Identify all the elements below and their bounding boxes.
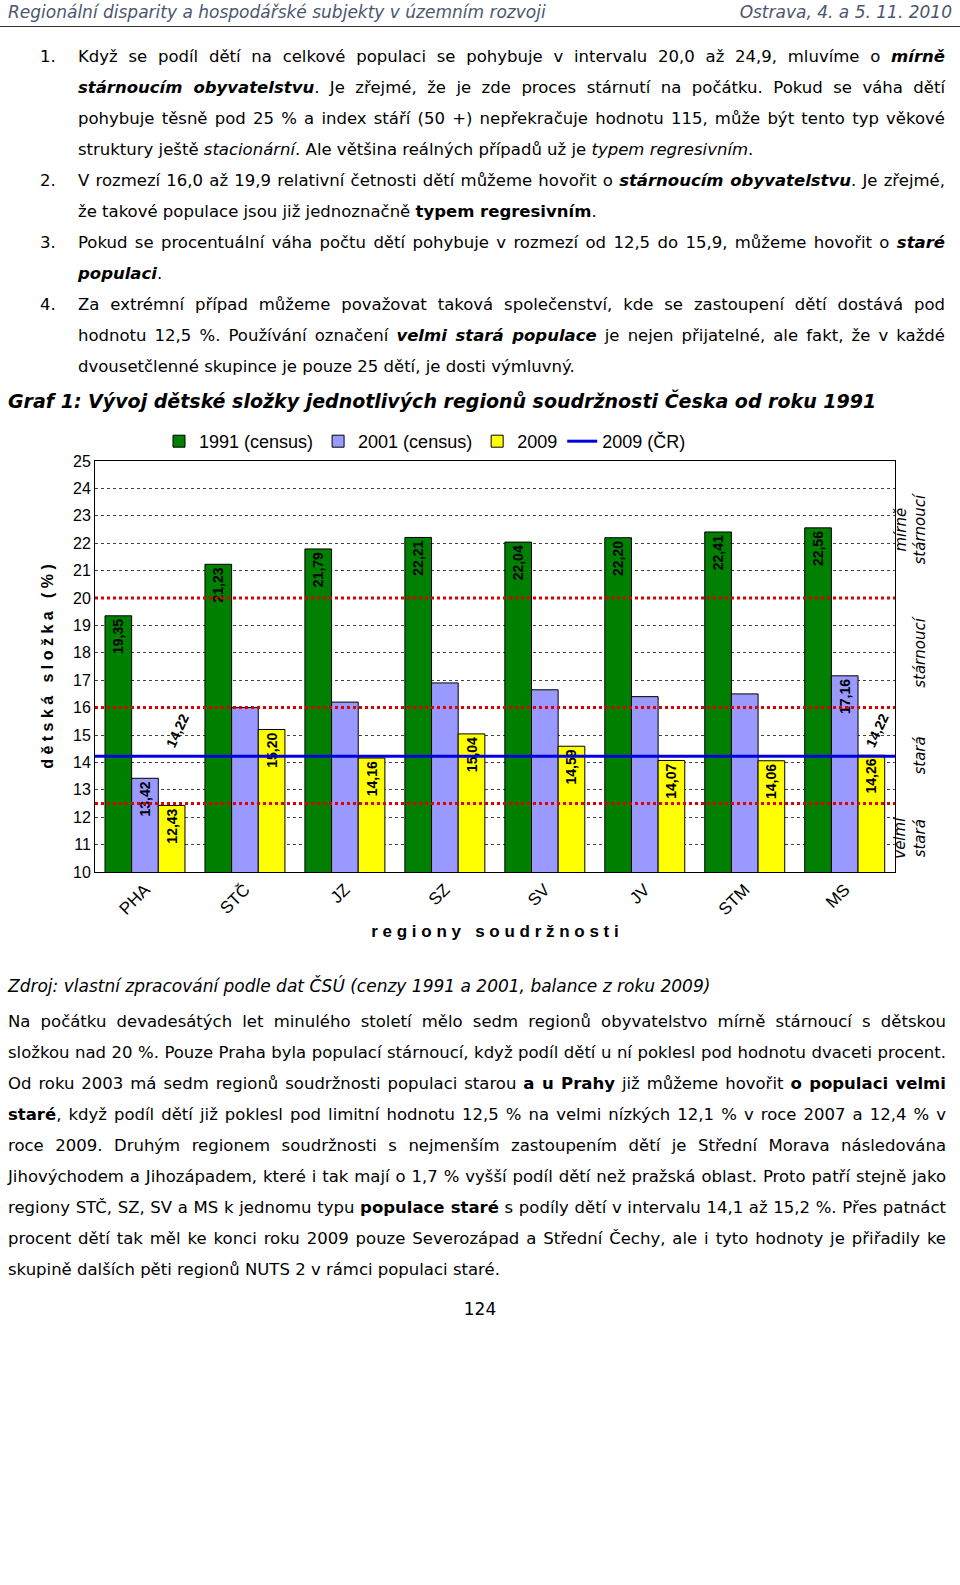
html-text:Regionální disparity a hospodá: Regionální disparity a hospodářské subje… <box>8 2 546 22</box>
html-text:Graf 1: Vývoj dětské složky je: Graf 1: Vývoj dětské složky jednotlivých… <box>8 390 877 412</box>
svg-text:SV: SV <box>524 880 554 910</box>
html-text:Za extrémní případ můžeme pova: Za extrémní případ můžeme považovat tako… <box>78 295 945 376</box>
svg-text:23: 23 <box>73 507 91 524</box>
svg-text:21,79: 21,79 <box>310 552 326 587</box>
html-text:Pokud se procentuální váha poč: Pokud se procentuální váha počtu dětí po… <box>78 233 945 283</box>
svg-text:22,56: 22,56 <box>810 531 826 566</box>
svg-text:stará: stará <box>911 736 929 774</box>
svg-text:16: 16 <box>73 699 91 716</box>
svg-text:stárnoucí: stárnoucí <box>911 616 929 687</box>
svg-text:12: 12 <box>73 809 91 826</box>
svg-text:22,21: 22,21 <box>410 540 426 575</box>
html-text:V rozmezí 16,0 až 19,9 relativ: V rozmezí 16,0 až 19,9 relativní četnost… <box>78 171 945 221</box>
svg-text:17: 17 <box>73 672 91 689</box>
svg-text:PHA: PHA <box>116 880 155 919</box>
html-text:2.: 2. <box>40 171 56 190</box>
svg-text:d ě t s k á s l o ž k a (: d ě t s k á s l o ž k a ( % ) <box>39 564 56 769</box>
svg-text:r e g i o n y s o u d r ž n: r e g i o n y s o u d r ž n o s t i <box>371 922 618 941</box>
svg-text:19,35: 19,35 <box>110 619 126 654</box>
svg-text:18: 18 <box>73 644 91 661</box>
svg-text:13: 13 <box>73 781 91 798</box>
svg-text:MS: MS <box>822 880 853 911</box>
svg-text:21: 21 <box>73 562 91 579</box>
svg-text:22,41: 22,41 <box>710 535 726 570</box>
svg-text:2009 (ČR): 2009 (ČR) <box>602 431 685 452</box>
html-text:124: 124 <box>463 1299 497 1319</box>
html-text:1.: 1. <box>40 47 56 66</box>
svg-text:12,43: 12,43 <box>164 808 180 843</box>
svg-text:14,26: 14,26 <box>863 758 879 793</box>
svg-text:STČ: STČ <box>216 880 253 917</box>
svg-text:2001 (census): 2001 (census) <box>358 432 472 452</box>
svg-text:21,23: 21,23 <box>210 567 226 602</box>
svg-text:25: 25 <box>73 453 91 470</box>
svg-text:JV: JV <box>626 880 654 908</box>
svg-text:14,22: 14,22 <box>163 711 192 750</box>
svg-text:15,20: 15,20 <box>264 733 280 768</box>
svg-text:15,04: 15,04 <box>464 737 480 772</box>
svg-text:22: 22 <box>73 535 91 552</box>
svg-text:STM: STM <box>715 880 754 919</box>
html-text:Když se podíl dětí na celkové: Když se podíl dětí na celkové populaci s… <box>78 47 945 159</box>
html-text:Ostrava, 4. a 5. 11. 2010: Ostrava, 4. a 5. 11. 2010 <box>739 2 952 22</box>
svg-text:22,20: 22,20 <box>610 541 626 576</box>
svg-text:10: 10 <box>73 864 91 881</box>
svg-text:11: 11 <box>74 836 91 853</box>
svg-text:14,07: 14,07 <box>663 763 679 798</box>
svg-text:13,42: 13,42 <box>137 781 153 816</box>
svg-text:17,16: 17,16 <box>837 679 853 714</box>
svg-text:14: 14 <box>73 754 91 771</box>
svg-text:14,16: 14,16 <box>364 761 380 796</box>
svg-text:14,59: 14,59 <box>563 749 579 784</box>
svg-text:19: 19 <box>73 617 91 634</box>
html-text:3.: 3. <box>40 233 56 252</box>
svg-text:2009: 2009 <box>517 432 557 452</box>
svg-text:14,06: 14,06 <box>763 764 779 799</box>
svg-text:22,04: 22,04 <box>510 545 526 580</box>
svg-text:JZ: JZ <box>327 880 354 907</box>
svg-text:mírněstárnoucí: mírněstárnoucí <box>892 493 930 564</box>
svg-text:1991 (census): 1991 (census) <box>199 432 313 452</box>
svg-text:SZ: SZ <box>425 880 454 909</box>
html-text:Zdroj: vlastní zpracování podl: Zdroj: vlastní zpracování podle dat ČSÚ … <box>8 976 711 996</box>
svg-text:velmistará: velmistará <box>891 817 929 859</box>
svg-text:14,22: 14,22 <box>863 711 892 750</box>
svg-text:15: 15 <box>73 727 91 744</box>
html-text:Na počátku devadesátých let mi: Na počátku devadesátých let minulého sto… <box>8 1012 946 1279</box>
svg-text:20: 20 <box>73 590 91 607</box>
html-text:4.: 4. <box>40 295 56 314</box>
svg-text:24: 24 <box>73 480 91 497</box>
